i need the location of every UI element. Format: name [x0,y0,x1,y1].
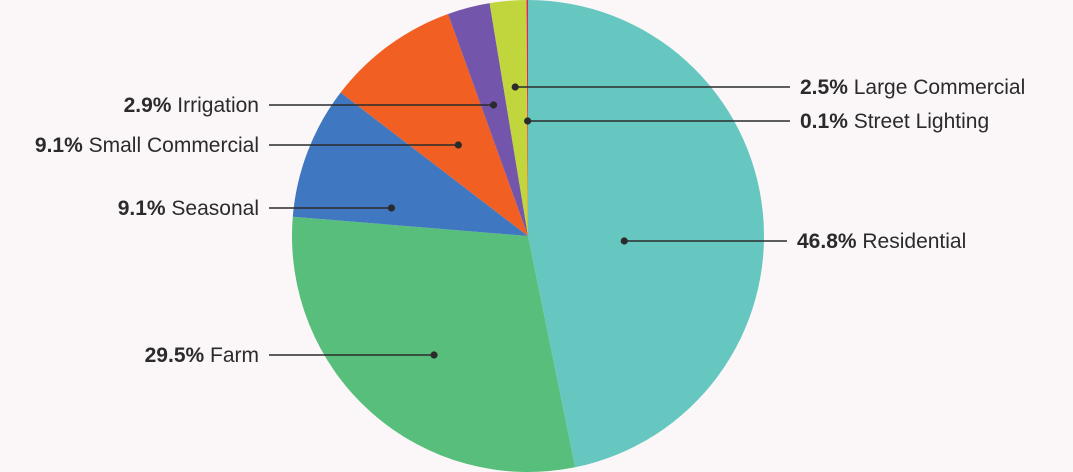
slice-label-farm: 29.5% Farm [145,344,259,367]
leader-dot-seasonal [387,204,396,212]
leader-dot-irrigation [489,101,498,109]
slice-label-name: Farm [204,344,259,367]
slice-label-small-commercial: 9.1% Small Commercial [35,134,259,157]
slice-label-name: Seasonal [166,197,259,220]
pie-slice-seasonal [292,92,528,237]
slice-label-irrigation: 2.9% Irrigation [124,94,259,117]
pie-slice-street-lighting [526,0,528,236]
slice-label-seasonal: 9.1% Seasonal [118,197,259,220]
slice-label-percent: 2.5% [800,76,848,99]
leader-dot-small-commercial [454,141,462,149]
pie-slice-large-commercial [489,0,528,237]
slice-label-percent: 46.8% [797,230,857,253]
slice-label-name: Street Lighting [848,110,989,133]
slice-label-name: Large Commercial [848,76,1025,99]
leader-dot-street-lighting [524,117,532,125]
pie-slice-irrigation [448,3,528,236]
slice-label-street-lighting: 0.1% Street Lighting [800,110,989,133]
slice-label-residential: 46.8% Residential [797,230,966,253]
slice-label-percent: 29.5% [145,344,205,367]
pie-slices [291,0,764,472]
slice-label-percent: 0.1% [800,110,848,133]
leader-dot-farm [430,351,438,359]
slice-label-percent: 9.1% [118,197,166,220]
slice-label-name: Small Commercial [83,134,259,157]
slice-label-percent: 2.9% [124,94,172,117]
slice-label-large-commercial: 2.5% Large Commercial [800,76,1025,99]
pie-labels: 46.8% Residential 29.5% Farm 9.1% Seasonal… [35,76,1025,367]
slice-label-name: Residential [857,230,967,253]
leader-dot-residential [620,237,628,245]
slice-label-percent: 9.1% [35,134,83,157]
pie-slice-residential [528,0,764,468]
pie-slice-small-commercial [340,13,528,237]
leader-dot-large-commercial [511,83,519,91]
pie-slice-farm [291,216,576,472]
slice-label-name: Irrigation [171,94,259,117]
